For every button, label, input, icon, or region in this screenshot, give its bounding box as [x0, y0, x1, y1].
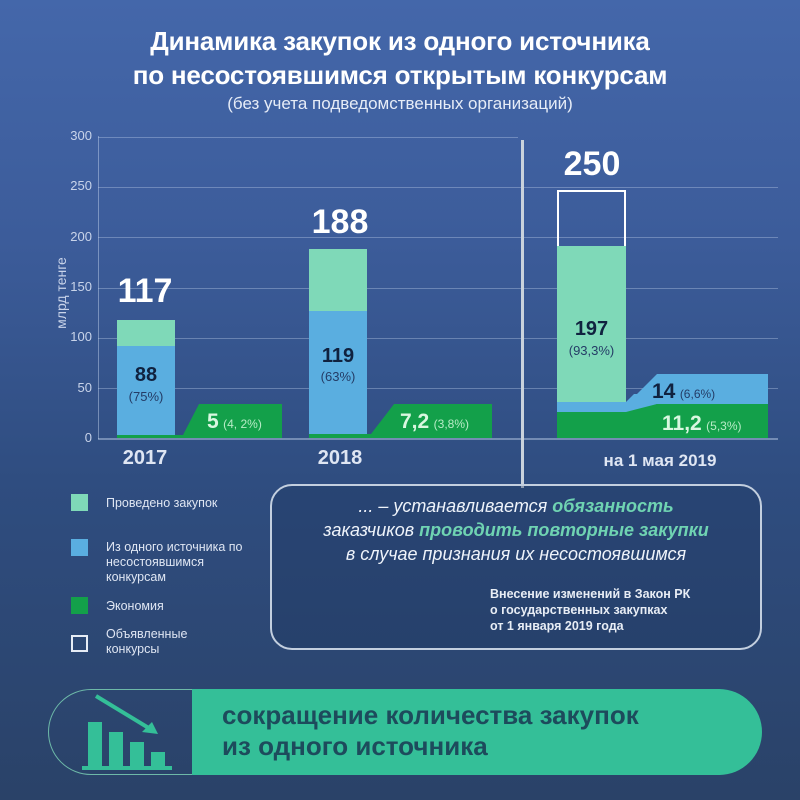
law-line-3: от 1 января 2019 года — [490, 619, 624, 633]
bar-2018-inner-pct: (63%) — [320, 369, 356, 384]
legend-label-economy: Экономия — [106, 599, 164, 613]
y-tick: 100 — [70, 329, 92, 344]
bar-2018-total: 188 — [311, 203, 369, 241]
banner-text: сокращение количества закупок из одного … — [222, 700, 639, 762]
bar-2018-economy-label: 7,2 (3,8%) — [400, 410, 469, 434]
info-text: заказчиков — [323, 520, 420, 540]
bar-2019-conducted — [557, 246, 626, 412]
side-pct: (6,6%) — [679, 387, 716, 401]
bar-2019-inner-value: 197 — [574, 318, 609, 340]
y-tick: 0 — [84, 430, 92, 445]
bar-2017-total: 117 — [117, 272, 173, 310]
bar-2019-inner-pct: (93,3%) — [568, 343, 615, 358]
bar-2018-inner-value: 119 — [321, 345, 355, 367]
info-line-3: в случае признания их несостоявшимся — [345, 544, 687, 564]
side-value: 14 — [652, 380, 676, 403]
bar-2017-conducted — [117, 320, 175, 346]
info-line-2: заказчиков проводить повторные закупки — [270, 520, 762, 541]
legend-swatch-single-source — [71, 539, 88, 556]
x-label-2017: 2017 — [122, 447, 168, 469]
y-tick: 200 — [70, 229, 92, 244]
info-line-1: ... – устанавливается обязанность — [270, 496, 762, 517]
chart-title-line2: по несостоявшимся открытым конкурсам — [132, 60, 668, 90]
legend-swatch-announced — [71, 635, 88, 652]
bar-2019-total: 250 — [563, 145, 621, 183]
bar-2019-side-label: 14 (6,6%) — [652, 380, 715, 404]
gridline — [98, 187, 778, 188]
economy-value: 7,2 — [400, 410, 430, 433]
gridline — [98, 237, 778, 238]
x-label-2019: на 1 мая 2019 — [603, 451, 717, 470]
law-line-2: о государственных закупках — [490, 603, 668, 617]
decline-chart-icon — [82, 694, 172, 770]
bar-2017-economy-label: 5 (4, 2%) — [207, 410, 262, 434]
economy-pct: (3,8%) — [433, 417, 469, 431]
legend-label-conducted: Проведено закупок — [106, 496, 218, 510]
gridline — [98, 137, 518, 138]
gridline — [98, 288, 778, 289]
economy-value: 5 — [207, 410, 219, 433]
info-box — [270, 484, 762, 650]
y-tick: 300 — [70, 128, 92, 143]
chart-title-line1: Динамика закупок из одного источника — [150, 26, 650, 56]
y-tick: 250 — [70, 178, 92, 193]
bar-2017-inner-value: 88 — [134, 364, 158, 386]
gridline — [98, 388, 778, 389]
bar-2018-economy-shape — [309, 404, 492, 438]
bar-2017-single-source — [117, 346, 175, 438]
info-highlight: обязанность — [552, 496, 674, 516]
legend-swatch-conducted — [71, 494, 88, 511]
bar-2018-conducted — [309, 249, 367, 311]
bar-2018-single-source — [309, 311, 367, 438]
y-axis-line — [98, 136, 99, 439]
period-divider — [521, 140, 524, 488]
banner-line-1: сокращение количества закупок — [222, 700, 639, 730]
economy-value: 11,2 — [662, 412, 702, 435]
info-text: ... – устанавливается — [358, 496, 553, 516]
law-line-1: Внесение изменений в Закон РК — [490, 587, 691, 601]
bar-2019-announced-outline — [557, 190, 626, 247]
bar-2019-side-shapes — [557, 374, 768, 438]
economy-pct: (5,3%) — [706, 419, 742, 433]
legend-swatch-economy — [71, 597, 88, 614]
bar-2017-economy-shape — [117, 404, 282, 438]
x-axis-baseline — [98, 438, 778, 440]
banner-fill — [192, 689, 762, 775]
legend-label-single-source: Из одного источника по несостоявшимся ко… — [106, 540, 243, 584]
bar-2019-economy-label: 11,2 (5,3%) — [662, 412, 742, 436]
info-highlight: проводить повторные закупки — [419, 520, 709, 540]
y-tick: 150 — [70, 279, 92, 294]
x-label-2018: 2018 — [317, 447, 363, 469]
chart-subtitle: (без учета подведомственных организаций) — [227, 94, 573, 113]
legend-label-announced: Объявленные конкурсы — [106, 627, 188, 656]
bar-2017-inner-pct: (75%) — [128, 389, 164, 404]
gridline — [98, 338, 778, 339]
economy-pct: (4, 2%) — [223, 417, 262, 431]
y-tick: 50 — [77, 380, 92, 395]
banner-line-2: из одного источника — [222, 731, 488, 761]
